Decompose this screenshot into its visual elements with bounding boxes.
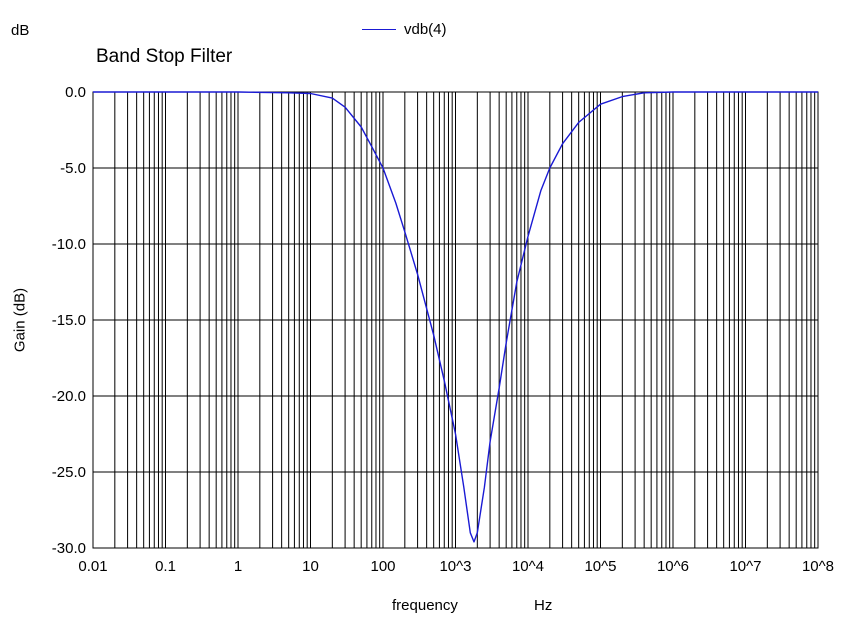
y-tick-label: -30.0 <box>52 540 86 557</box>
y-tick-label: -15.0 <box>52 312 86 329</box>
x-axis-label: frequency <box>392 597 458 614</box>
x-tick-label: 0.1 <box>155 558 176 575</box>
x-tick-label: 10^4 <box>512 558 544 575</box>
x-tick-label: 10^7 <box>729 558 761 575</box>
x-axis-unit: Hz <box>534 597 553 614</box>
y-tick-label: 0.0 <box>65 84 86 101</box>
legend-swatch <box>362 29 396 30</box>
x-tick-label: 0.01 <box>78 558 107 575</box>
x-tick-label: 10 <box>302 558 319 575</box>
x-tick-label: 10^3 <box>439 558 471 575</box>
legend: vdb(4) <box>362 21 447 38</box>
x-tick-label: 10^8 <box>802 558 834 575</box>
y-tick-label: -25.0 <box>52 464 86 481</box>
y-unit-label: dB <box>11 22 30 39</box>
x-tick-label: 10^5 <box>584 558 616 575</box>
y-tick-label: -20.0 <box>52 388 86 405</box>
y-tick-label: -10.0 <box>52 236 86 253</box>
x-tick-label: 10^6 <box>657 558 689 575</box>
y-tick-label: -5.0 <box>60 160 86 177</box>
plot-frame <box>92 91 819 549</box>
x-tick-label: 100 <box>370 558 395 575</box>
chart-title: Band Stop Filter <box>96 46 233 67</box>
x-tick-label: 1 <box>234 558 242 575</box>
legend-label: vdb(4) <box>404 21 447 38</box>
series-line <box>93 91 818 543</box>
